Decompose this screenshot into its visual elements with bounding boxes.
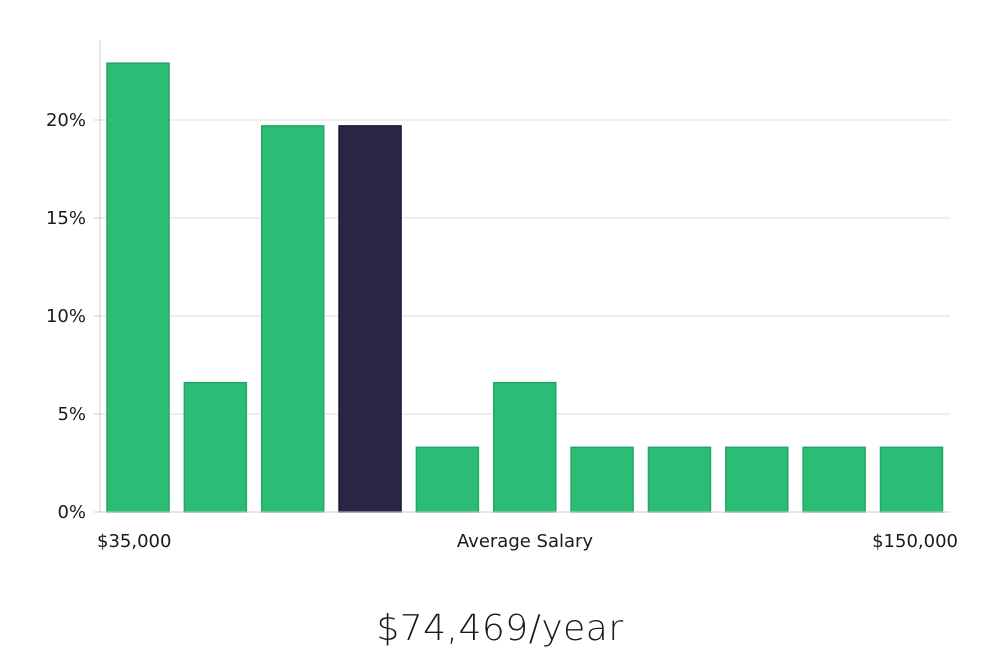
y-tick-label-20: 20% bbox=[46, 110, 86, 131]
salary-histogram: 0% 5% 10% 15% 20% $35,000 Average Salary $15… bbox=[46, 40, 958, 552]
y-tick-label-15: 15% bbox=[46, 208, 86, 229]
grid-lines bbox=[100, 119, 950, 415]
bar-2 bbox=[183, 381, 248, 513]
bar-5 bbox=[415, 446, 480, 513]
bar-7 bbox=[570, 446, 634, 513]
y-tick-label-0: 0% bbox=[57, 502, 86, 523]
y-tick-labels: 0% 5% 10% 15% 20% bbox=[46, 110, 100, 523]
bar-6 bbox=[493, 381, 557, 513]
bar-10 bbox=[802, 446, 866, 513]
bar-highlighted-4 bbox=[338, 125, 402, 513]
bar-11 bbox=[879, 446, 944, 513]
x-max-label: $150,000 bbox=[872, 531, 958, 552]
bar-3 bbox=[260, 125, 325, 513]
bar-1 bbox=[106, 62, 170, 513]
bars bbox=[106, 62, 944, 513]
x-axis-title: Average Salary bbox=[457, 531, 594, 552]
y-tick-label-5: 5% bbox=[57, 404, 86, 425]
bar-8 bbox=[647, 446, 712, 513]
average-salary-value: $74,469/year bbox=[376, 608, 624, 649]
y-tick-label-10: 10% bbox=[46, 306, 86, 327]
x-min-label: $35,000 bbox=[97, 531, 171, 552]
bar-9 bbox=[725, 446, 789, 513]
